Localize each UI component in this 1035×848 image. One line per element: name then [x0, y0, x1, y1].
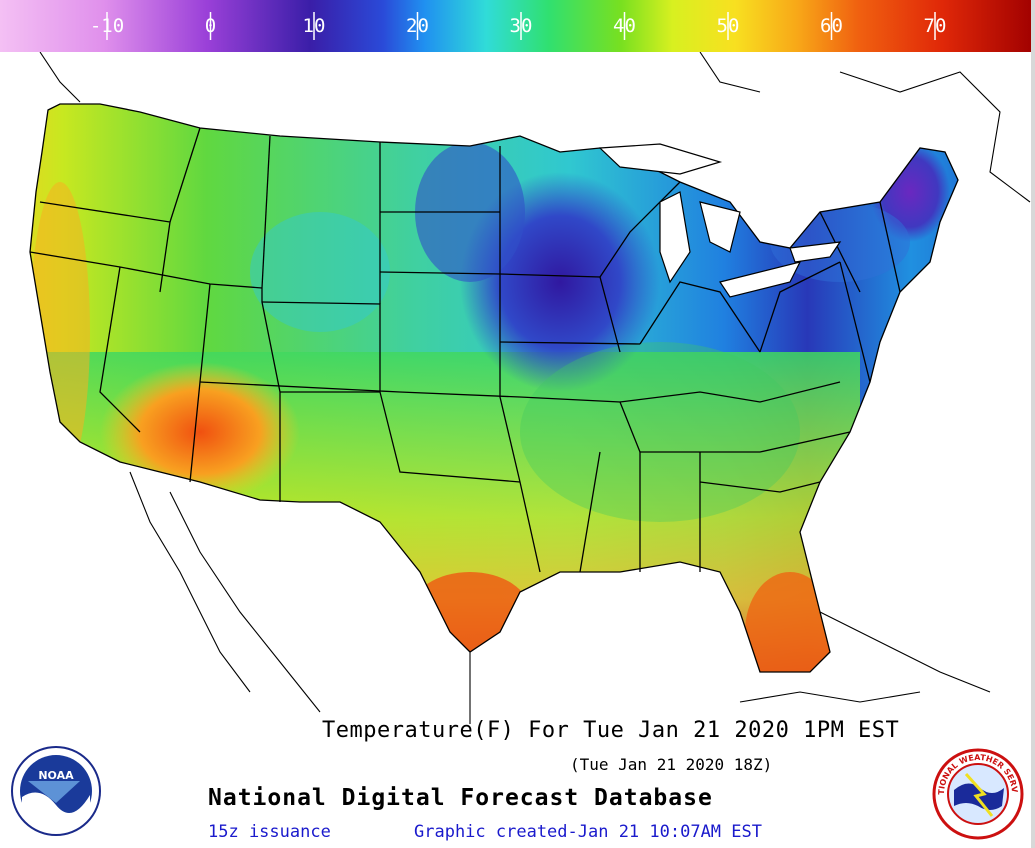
legend-tick-label: 10 [303, 15, 326, 37]
nws-logo-icon: NATIONAL WEATHER SERVICE [932, 748, 1024, 840]
map-title: Temperature(F) For Tue Jan 21 2020 1PM E… [322, 718, 900, 743]
frame-border [1031, 0, 1035, 848]
legend-tick-label: 40 [613, 15, 636, 37]
map-subtitle: (Tue Jan 21 2020 18Z) [570, 755, 773, 774]
legend-tick-label: 50 [717, 15, 740, 37]
temperature-map [29, 52, 1031, 724]
legend-tick-label: 30 [510, 15, 533, 37]
legend-tick-label: 20 [406, 15, 429, 37]
graphic-created-label: Graphic created-Jan 21 10:07AM EST [414, 822, 762, 842]
legend-tick-label: 70 [924, 15, 947, 37]
legend-tick-label: 60 [820, 15, 843, 37]
legend-tick-label: -10 [90, 15, 124, 37]
noaa-logo-icon: NOAA [11, 746, 101, 836]
noaa-logo-text: NOAA [38, 769, 74, 782]
issuance-label: 15z issuance [208, 822, 331, 842]
legend-tick-label: 0 [205, 15, 216, 37]
temperature-color-legend: -10 0 10 20 30 40 50 60 70 [0, 0, 1035, 52]
database-name: National Digital Forecast Database [208, 785, 713, 811]
